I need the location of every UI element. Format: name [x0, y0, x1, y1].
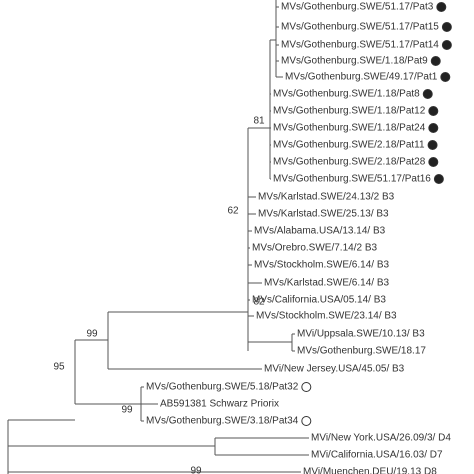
leaf-label: MVs/Gothenburg.SWE/1.18/Pat24: [273, 123, 426, 134]
bootstrap-value: 62: [227, 206, 239, 217]
leaf-label: MVs/Stockholm.SWE/6.14/ B3: [254, 260, 389, 271]
marker: [427, 140, 438, 150]
leaf-label: MVs/Gothenburg.SWE/51.17/Pat14: [281, 40, 439, 51]
branches: [7, 0, 293, 474]
leaf-label: MVs/Gothenburg.SWE/2.18/Pat11: [273, 140, 425, 151]
leaf-label: MVs/Gothenburg.SWE/2.18/Pat28: [273, 157, 426, 168]
leaf-label: MVs/Gothenburg.SWE/18.17: [297, 346, 426, 357]
leaf-label: MVs/Gothenburg.SWE/3.18/Pat34: [146, 416, 299, 427]
marker: [440, 72, 451, 82]
leaf-label: MVi/New Jersey.USA/45.05/ B3: [264, 364, 405, 375]
leaf-label: MVs/Alabama.USA/13.14/ B3: [254, 226, 386, 237]
marker: [428, 157, 439, 167]
leaf-label: MVi/Uppsala.SWE/10.13/ B3: [297, 329, 425, 340]
leaf-label: MVs/Gothenburg.SWE/51.17/Pat16: [273, 174, 431, 185]
leaf-label: MVs/Gothenburg.SWE/1.18/Pat12: [273, 106, 426, 117]
marker: [301, 382, 312, 392]
bootstrap-value: 99: [86, 329, 98, 340]
bootstrap-value: 82: [253, 297, 265, 308]
bootstrap-value: 99: [121, 405, 133, 416]
bootstrap-value: 95: [53, 362, 65, 373]
leaf-label: MVi/New York.USA/26.09/3/ D4: [311, 433, 451, 444]
leaf-label: MVs/Karlstad.SWE/6.14/ B3: [264, 278, 389, 289]
bootstrap-value: 99: [190, 466, 202, 474]
marker: [301, 416, 312, 426]
marker: [430, 56, 441, 66]
marker: [433, 174, 444, 184]
leaf-label: MVi/California.USA/16.03/ D7: [311, 450, 443, 461]
marker: [441, 40, 452, 50]
leaf-label: MVs/Gothenburg.SWE/1.18/Pat9: [281, 56, 428, 67]
leaf-label: MVs/Gothenburg.SWE/5.18/Pat32: [146, 382, 299, 393]
marker: [428, 106, 439, 116]
marker: [422, 89, 433, 99]
leaf-label: MVs/Karlstad.SWE/24.13/2 B3: [258, 192, 395, 203]
marker: [436, 2, 447, 12]
leaf-label: MVi/Muenchen.DEU/19.13 D8: [303, 467, 437, 474]
leaf-label: MVs/Gothenburg.SWE/49.17/Pat1: [285, 72, 438, 83]
leaf-label: MVs/California.USA/05.14/ B3: [252, 295, 386, 306]
leaf-label: MVs/Stockholm.SWE/23.14/ B3: [256, 311, 397, 322]
marker: [441, 22, 452, 32]
leaf-label: AB591381 Schwarz Priorix: [160, 399, 279, 410]
leaf-label: MVs/Gothenburg.SWE/51.17/Pat15: [281, 22, 439, 33]
leaf-label: MVs/Gothenburg.SWE/51.17/Pat3: [281, 2, 434, 13]
leaf-label: MVs/Orebro.SWE/7.14/2 B3: [252, 243, 377, 254]
leaf-label: MVs/Gothenburg.SWE/1.18/Pat8: [273, 89, 420, 100]
bootstrap-value: 81: [253, 116, 265, 127]
leaf-label: MVs/Karlstad.SWE/25.13/ B3: [258, 209, 389, 220]
marker: [428, 123, 439, 133]
